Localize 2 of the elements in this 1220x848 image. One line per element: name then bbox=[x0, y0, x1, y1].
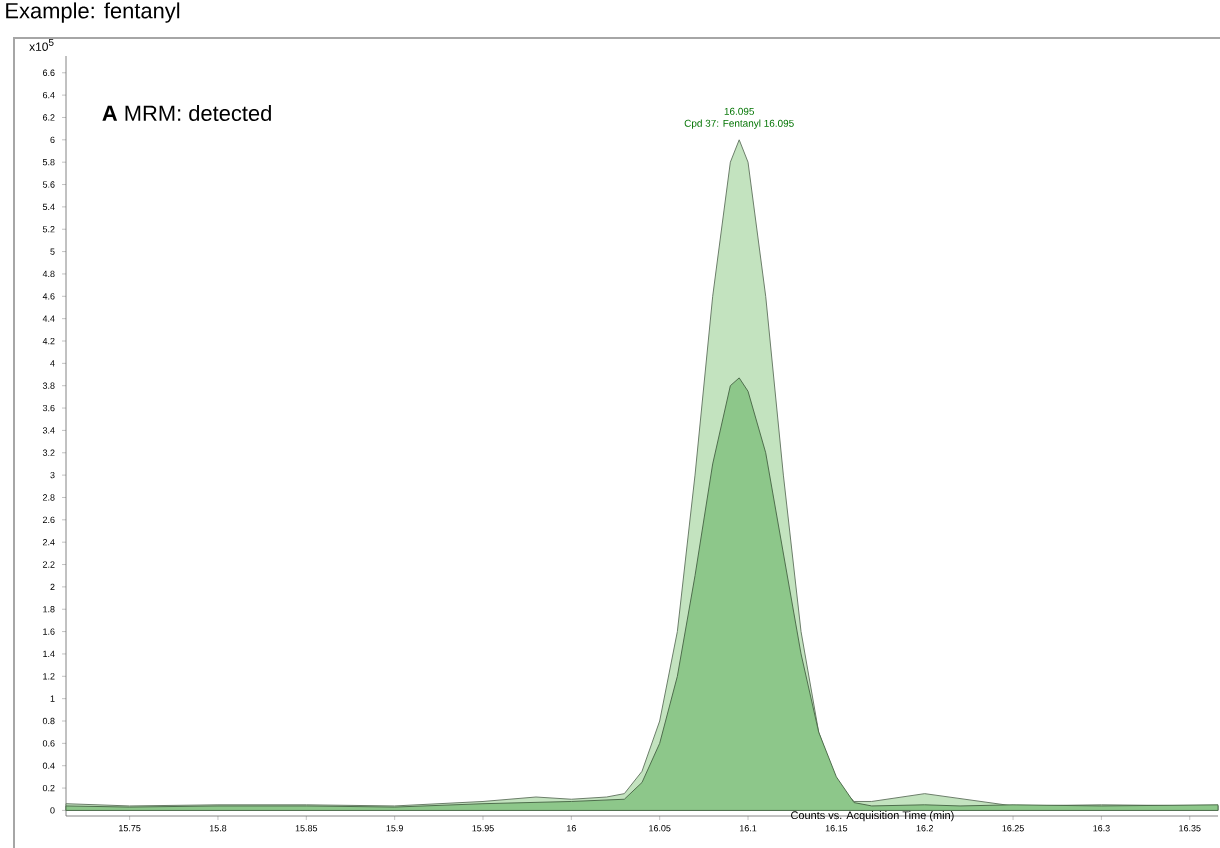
annotation: A MRM: detected bbox=[102, 104, 271, 122]
chart-title: Example: fentanyl bbox=[6, 2, 180, 23]
